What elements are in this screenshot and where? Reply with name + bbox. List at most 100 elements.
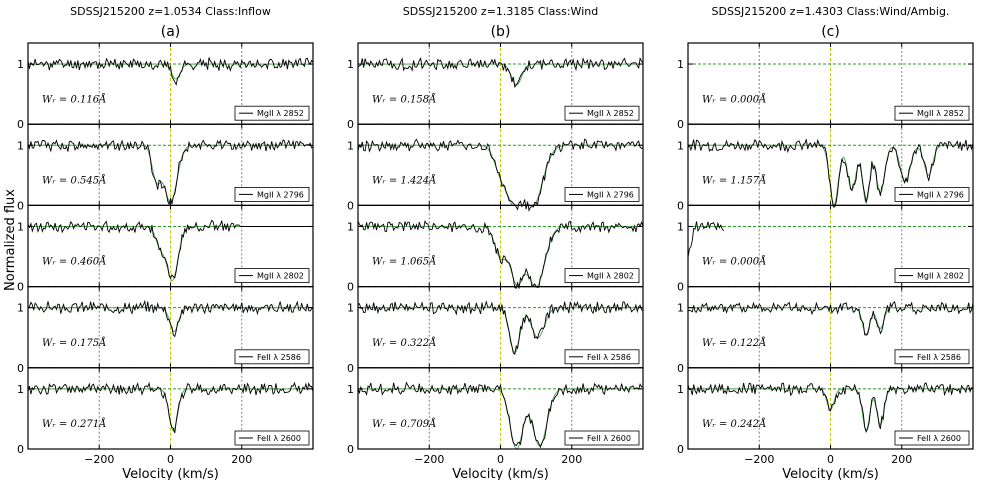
legend-label: MgII λ 2852 xyxy=(257,109,304,118)
equivalent-width-label: Wᵣ = 0.242Å xyxy=(702,418,766,430)
x-tick-label: 200 xyxy=(231,453,252,466)
equivalent-width-label: Wᵣ = 0.545Å xyxy=(42,174,106,186)
flux-spectrum xyxy=(357,381,644,449)
equivalent-width-label: Wᵣ = 0.175Å xyxy=(42,337,106,349)
x-tick-label: −200 xyxy=(744,453,774,466)
equivalent-width-label: Wᵣ = 0.158Å xyxy=(372,93,436,105)
legend-box xyxy=(894,186,970,202)
panel-label: (b) xyxy=(491,24,511,40)
legend-label: MgII λ 2852 xyxy=(587,109,634,118)
model-fit-line xyxy=(358,388,643,450)
panel-label: (c) xyxy=(821,24,840,40)
flux-spectrum xyxy=(687,138,974,208)
x-axis-label: Velocity (km/s) xyxy=(122,467,219,480)
flux-spectrum xyxy=(27,299,314,338)
y-tick-label: 0 xyxy=(677,362,684,375)
equivalent-width-label: Wᵣ = 0.709Å xyxy=(372,418,436,430)
legend-label: MgII λ 2802 xyxy=(587,272,634,281)
legend-box xyxy=(894,430,970,446)
y-tick-label: 0 xyxy=(17,443,24,456)
equivalent-width-label: Wᵣ = 0.460Å xyxy=(42,256,106,268)
legend-label: FeII λ 2586 xyxy=(257,353,301,362)
legend-label: MgII λ 2796 xyxy=(917,190,964,199)
x-tick-label: −200 xyxy=(84,453,114,466)
legend-box xyxy=(234,268,310,284)
legend-label: MgII λ 2796 xyxy=(257,190,304,199)
legend-box xyxy=(564,349,640,365)
y-tick-label: 0 xyxy=(17,118,24,131)
panel-title: SDSSJ215200 z=1.4303 Class:Wind/Ambig. xyxy=(712,5,950,18)
y-tick-label: 1 xyxy=(347,139,354,152)
x-tick-label: −200 xyxy=(414,453,444,466)
y-tick-label: 1 xyxy=(17,220,24,233)
y-tick-label: 1 xyxy=(347,383,354,396)
flux-spectrum xyxy=(357,300,644,356)
equivalent-width-label: Wᵣ = 0.271Å xyxy=(42,418,106,430)
x-tick-label: 0 xyxy=(827,453,834,466)
flux-spectrum xyxy=(357,138,644,212)
legend-label: MgII λ 2796 xyxy=(587,190,634,199)
y-tick-label: 0 xyxy=(347,118,354,131)
legend-box xyxy=(564,430,640,446)
y-tick-label: 0 xyxy=(347,443,354,456)
legend-label: FeII λ 2600 xyxy=(257,434,301,443)
legend-label: MgII λ 2802 xyxy=(917,272,964,281)
legend-box xyxy=(564,105,640,121)
x-axis-label: Velocity (km/s) xyxy=(452,467,549,480)
y-tick-label: 1 xyxy=(677,220,684,233)
flux-spectrum xyxy=(27,57,314,86)
legend-box xyxy=(894,349,970,365)
legend-box xyxy=(894,268,970,284)
legend-box xyxy=(564,186,640,202)
equivalent-width-label: Wᵣ = 0.116Å xyxy=(42,93,106,105)
y-tick-label: 1 xyxy=(347,220,354,233)
equivalent-width-label: Wᵣ = 1.065Å xyxy=(372,256,436,268)
y-tick-label: 1 xyxy=(677,58,684,71)
legend-label: MgII λ 2852 xyxy=(917,109,964,118)
legend-label: FeII λ 2586 xyxy=(917,353,961,362)
flux-spectrum xyxy=(687,221,724,258)
flux-spectrum xyxy=(687,382,974,434)
panel-label: (a) xyxy=(161,24,181,40)
y-tick-label: 1 xyxy=(347,302,354,315)
model-fit-line xyxy=(688,307,973,336)
y-tick-label: 1 xyxy=(17,139,24,152)
flux-spectrum xyxy=(27,219,313,280)
equivalent-width-label: Wᵣ = 1.157Å xyxy=(702,174,766,186)
y-axis-label: Normalized flux xyxy=(3,189,18,291)
legend-box xyxy=(234,430,310,446)
x-axis-label: Velocity (km/s) xyxy=(782,467,879,480)
equivalent-width-label: Wᵣ = 0.000Å xyxy=(702,93,766,105)
equivalent-width-label: Wᵣ = 1.424Å xyxy=(372,174,436,186)
y-tick-label: 0 xyxy=(347,362,354,375)
legend-box xyxy=(234,349,310,365)
flux-spectrum xyxy=(357,219,644,289)
y-tick-label: 1 xyxy=(677,383,684,396)
x-tick-label: 200 xyxy=(561,453,582,466)
model-fit-line xyxy=(358,63,643,86)
legend-label: FeII λ 2600 xyxy=(917,434,961,443)
legend-box xyxy=(564,268,640,284)
y-tick-label: 1 xyxy=(17,58,24,71)
flux-spectrum xyxy=(687,300,974,336)
y-tick-label: 0 xyxy=(17,281,24,294)
equivalent-width-label: Wᵣ = 0.000Å xyxy=(702,256,766,268)
y-tick-label: 0 xyxy=(677,118,684,131)
x-tick-label: 200 xyxy=(891,453,912,466)
y-tick-label: 1 xyxy=(17,302,24,315)
y-tick-label: 0 xyxy=(17,362,24,375)
y-tick-label: 0 xyxy=(677,281,684,294)
panel-title: SDSSJ215200 z=1.0534 Class:Inflow xyxy=(70,5,271,18)
y-tick-label: 0 xyxy=(347,199,354,212)
equivalent-width-label: Wᵣ = 0.322Å xyxy=(372,337,436,349)
y-tick-label: 0 xyxy=(677,443,684,456)
y-tick-label: 1 xyxy=(677,302,684,315)
x-tick-label: 0 xyxy=(167,453,174,466)
y-tick-label: 0 xyxy=(17,199,24,212)
flux-spectrum xyxy=(27,381,314,434)
legend-box xyxy=(234,186,310,202)
y-tick-label: 0 xyxy=(677,199,684,212)
equivalent-width-label: Wᵣ = 0.122Å xyxy=(702,337,766,349)
y-tick-label: 0 xyxy=(347,281,354,294)
